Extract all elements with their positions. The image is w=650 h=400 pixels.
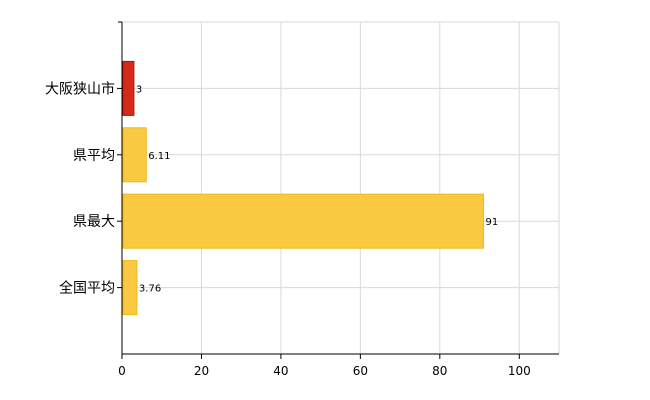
data-label-2: 91 [486,217,499,228]
bar-1 [122,127,147,183]
data-label-1: 6.11 [148,151,170,162]
x-tick-label-80: 80 [432,364,447,378]
axes [117,21,559,359]
category-label-3: 全国平均 [59,280,115,297]
category-label-2: 県最大 [73,214,115,230]
bar-0 [122,60,135,116]
category-label-0: 大阪狭山市 [45,80,115,97]
bar-3 [122,260,138,316]
data-label-3: 3.76 [139,284,161,295]
x-tick-label-40: 40 [273,364,288,378]
x-tick-label-60: 60 [353,364,368,378]
grid-lines [122,21,560,354]
x-tick-label-0: 0 [118,364,126,378]
bar-2 [122,193,485,249]
category-label-1: 県平均 [73,148,115,164]
bars [122,60,485,316]
x-tick-label-20: 20 [194,364,209,378]
x-tick-label-100: 100 [508,364,531,378]
data-label-0: 3 [136,84,142,95]
